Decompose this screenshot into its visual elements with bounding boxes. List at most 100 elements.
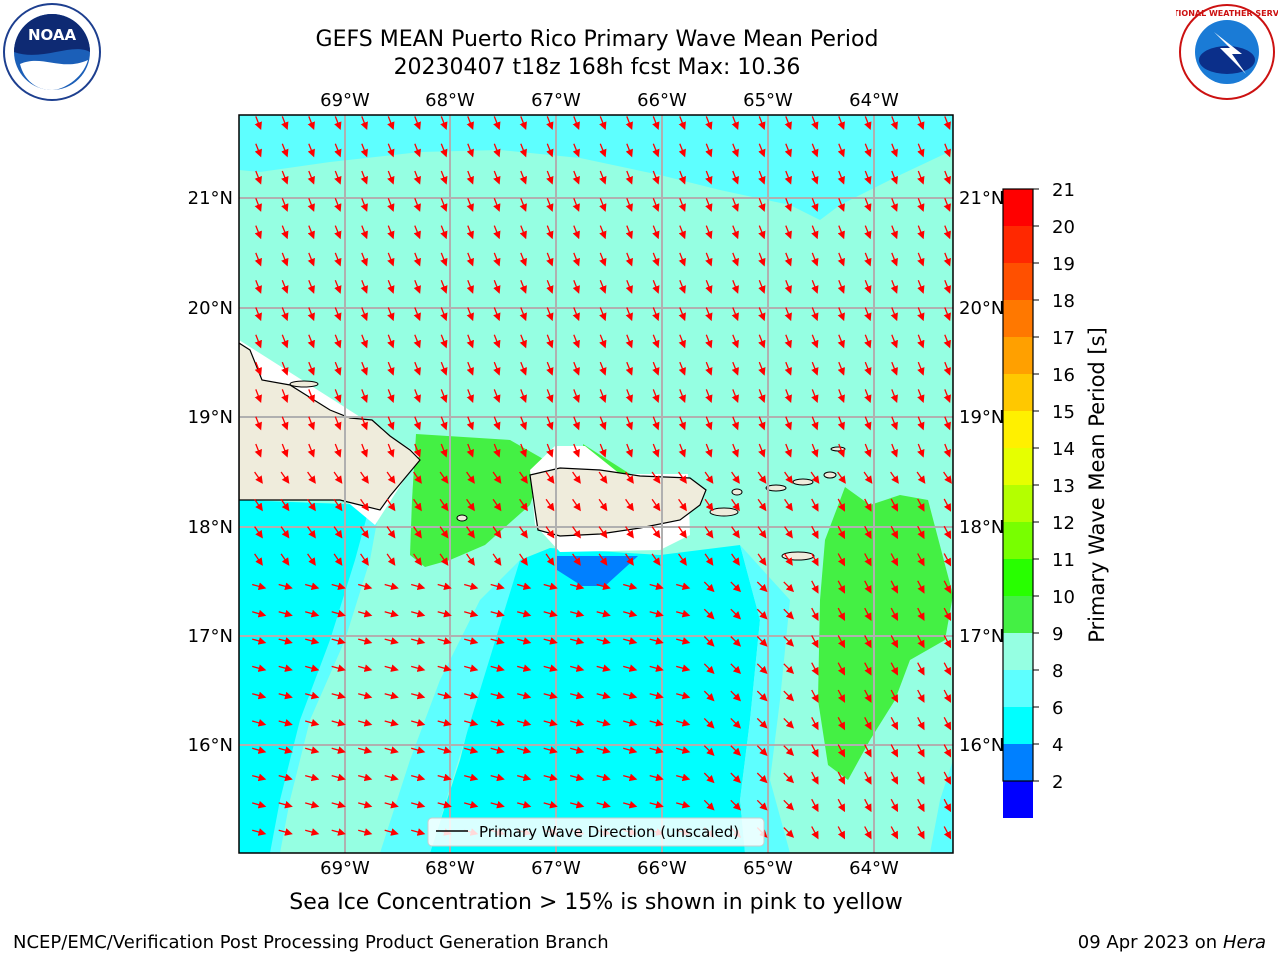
- wave-arrow: [811, 361, 819, 376]
- wave-arrow: [703, 608, 715, 620]
- wave-arrow: [837, 170, 845, 185]
- wave-arrow: [837, 607, 846, 621]
- wave-arrow: [890, 279, 898, 294]
- wave-arrow: [703, 717, 715, 729]
- wave-arrow: [358, 828, 373, 836]
- wave-arrow: [599, 361, 607, 376]
- wave-arrow: [466, 416, 474, 431]
- wave-arrow: [864, 389, 872, 404]
- wave-arrow: [652, 143, 660, 158]
- wave-arrow: [731, 389, 739, 404]
- wave-arrow: [837, 443, 845, 458]
- wave-arrow: [784, 198, 792, 212]
- wave-arrow: [811, 716, 819, 731]
- wave-arrow: [864, 826, 872, 840]
- wave-arrow: [387, 279, 395, 294]
- wave-arrow: [358, 773, 373, 782]
- wave-arrow: [281, 116, 289, 131]
- wave-arrow: [890, 716, 899, 731]
- colorbar-segment: [1003, 263, 1033, 300]
- period-8-9-region-north: [239, 115, 953, 220]
- wave-arrow: [837, 498, 846, 512]
- wave-arrow: [278, 609, 293, 618]
- wave-arrow: [864, 170, 872, 185]
- wave-arrow: [837, 471, 846, 484]
- wave-arrow: [837, 826, 846, 840]
- wave-arrow: [305, 664, 320, 672]
- wave-arrow: [811, 416, 819, 431]
- wave-arrow: [439, 498, 449, 512]
- wave-arrow: [411, 691, 426, 700]
- wave-arrow: [703, 636, 715, 647]
- wave-arrow: [864, 525, 872, 540]
- wave-arrow: [596, 773, 611, 782]
- lon-label: 68°W: [425, 858, 475, 879]
- wave-arrow: [890, 225, 898, 240]
- wave-arrow: [837, 334, 845, 349]
- wave-arrow: [466, 307, 474, 322]
- wave-arrow: [466, 252, 474, 267]
- wave-arrow: [649, 609, 664, 618]
- lat-label: 16°N: [959, 735, 1004, 756]
- lon-label: 68°W: [425, 90, 475, 111]
- wave-arrow: [917, 279, 925, 294]
- wave-arrow: [943, 443, 951, 458]
- wave-arrow: [943, 361, 951, 376]
- wave-arrow: [784, 498, 793, 512]
- wave-arrow: [890, 635, 899, 649]
- wave-arrow: [703, 799, 715, 811]
- wave-arrow: [599, 225, 607, 240]
- wave-arrow: [864, 744, 872, 758]
- wave-arrow: [703, 581, 715, 593]
- wave-arrow: [466, 361, 474, 376]
- wave-arrow: [811, 826, 819, 840]
- wave-arrow: [678, 252, 686, 267]
- wave-arrow: [519, 252, 527, 267]
- map-legend: Primary Wave Direction (unscaled): [427, 817, 765, 847]
- wave-arrow: [890, 170, 898, 185]
- wave-arrow: [917, 307, 925, 322]
- wave-arrow: [917, 334, 925, 349]
- colorbar-segment: [1003, 189, 1033, 226]
- wave-arrow: [731, 252, 739, 267]
- wave-arrow: [543, 800, 558, 809]
- wave-arrow: [254, 225, 262, 240]
- wave-arrow: [730, 636, 742, 647]
- wave-arrow: [464, 664, 479, 672]
- wave-arrow: [570, 582, 585, 591]
- wave-arrow: [254, 334, 262, 349]
- wave-arrow: [466, 143, 474, 158]
- wave-arrow: [783, 772, 795, 784]
- wave-arrow: [758, 334, 766, 349]
- wave-arrow: [307, 553, 316, 566]
- sea-ice-caption: Sea Ice Concentration > 15% is shown in …: [289, 890, 903, 915]
- wave-arrow: [864, 498, 872, 512]
- wave-arrow: [730, 772, 742, 784]
- wave-arrow: [437, 609, 452, 618]
- wave-arrow: [705, 443, 713, 458]
- wave-arrow: [387, 116, 395, 131]
- wave-arrow: [252, 609, 267, 618]
- wave-arrow: [890, 771, 899, 785]
- wave-arrow: [917, 580, 925, 594]
- wave-arrow: [758, 225, 766, 240]
- wave-arrow: [307, 416, 315, 431]
- wave-arrow: [599, 252, 607, 267]
- wave-arrow: [387, 361, 395, 376]
- wave-arrow: [519, 143, 527, 158]
- wave-arrow: [676, 637, 691, 645]
- wave-arrow: [705, 389, 713, 404]
- wave-arrow: [411, 773, 426, 782]
- wave-arrow: [837, 198, 845, 212]
- wave-arrow: [387, 170, 395, 185]
- wave-arrow: [756, 663, 768, 675]
- colorbar-segment: [1003, 707, 1033, 744]
- wave-arrow: [943, 225, 951, 240]
- wave-arrow: [570, 691, 585, 700]
- wave-arrow: [331, 637, 346, 645]
- wave-arrow: [490, 800, 505, 809]
- wave-arrow: [625, 553, 634, 566]
- wave-arrow: [546, 252, 554, 267]
- wave-arrow: [783, 827, 795, 838]
- wave-arrow: [652, 170, 660, 185]
